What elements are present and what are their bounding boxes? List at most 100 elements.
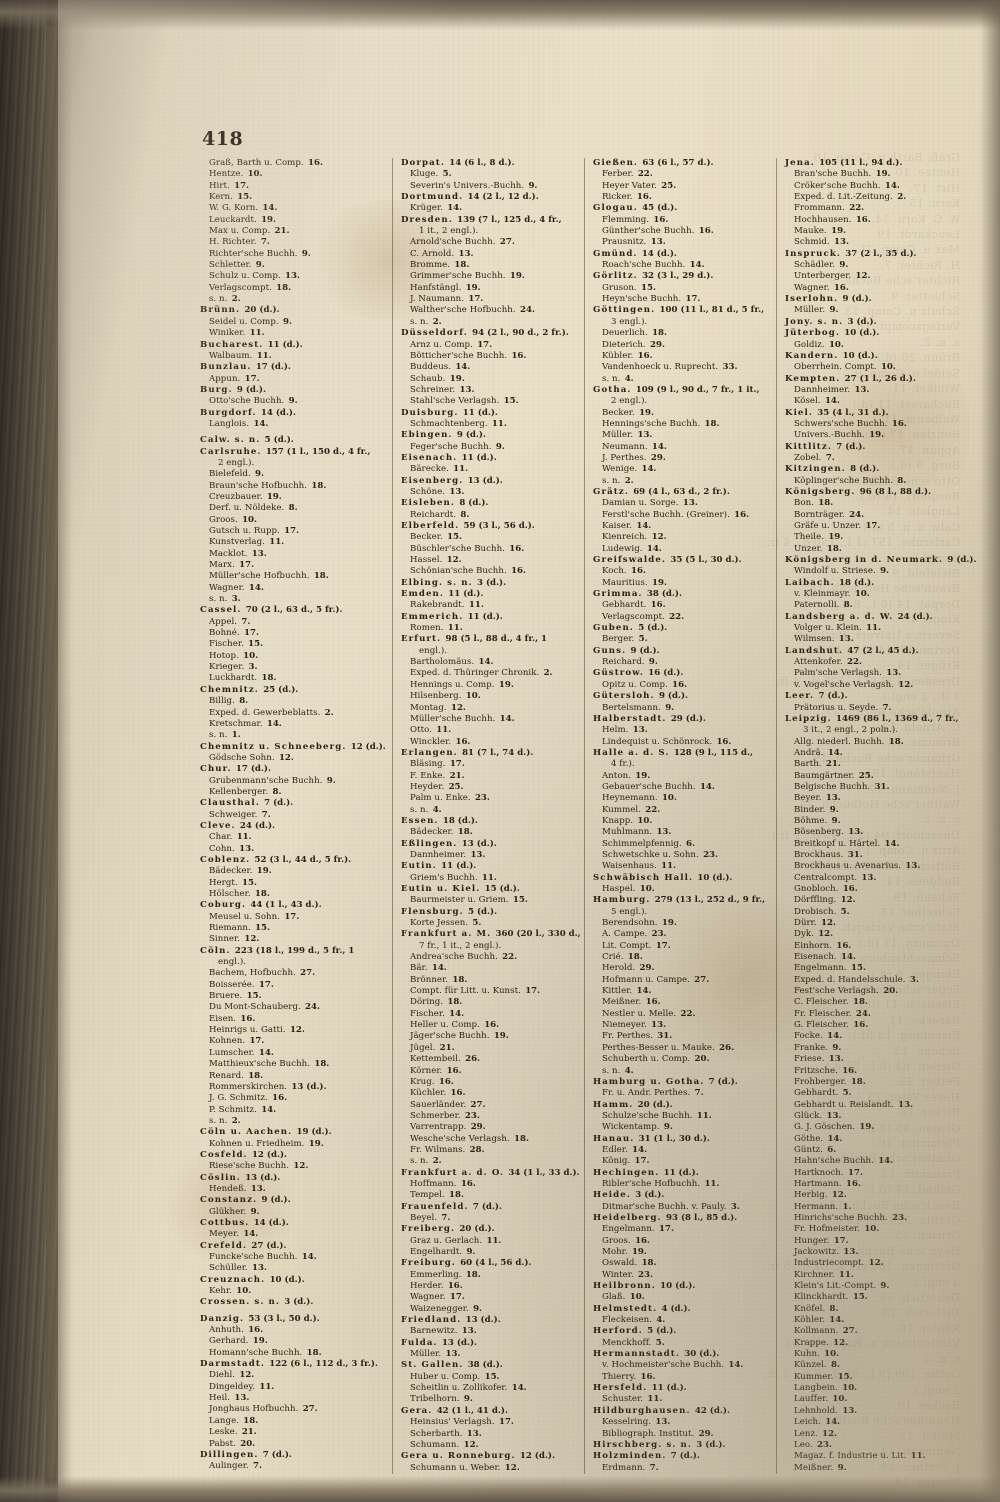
publisher-entry: Winckler. 16. xyxy=(401,737,580,748)
publisher-name: Langbein. xyxy=(794,1383,838,1394)
city-entry: Königsberg in d. Neumark. 9 (d.). xyxy=(785,555,977,566)
entry-count: 7 (d.). xyxy=(666,1451,700,1462)
publisher-entry: Göthe. 14. xyxy=(785,1134,964,1145)
entry-count: 17. xyxy=(843,1167,863,1178)
entry-count: 4. xyxy=(620,373,634,384)
publisher-entry: Winiker. 11. xyxy=(200,328,388,339)
entry-count: 16. xyxy=(667,679,688,690)
city-entry: Iserlohn. 9 (d.). xyxy=(785,294,964,305)
publisher-name: Glaß. xyxy=(602,1292,626,1303)
publisher-name: Glück. xyxy=(794,1110,823,1121)
city-name: Eßlingen. xyxy=(401,838,458,849)
publisher-entry: Bär. 14. xyxy=(401,963,580,974)
publisher-entry: Niemeyer. 13. xyxy=(593,1020,772,1031)
entry-count: 2. xyxy=(320,707,334,718)
publisher-name: Opitz u. Comp. xyxy=(602,679,668,690)
publisher-entry: Schädler. 9. xyxy=(785,260,964,271)
entry-count: 16. xyxy=(649,214,669,225)
city-entry: Görlitz. 32 (3 l., 29 d.). xyxy=(593,271,772,282)
city-entry: Jüterbog. 10 (d.). xyxy=(785,328,964,339)
entry-count: 29. xyxy=(466,1122,486,1133)
city-name: Kiel. xyxy=(785,407,813,418)
publisher-name: Korte Jessen. xyxy=(410,918,469,929)
entry-count: 13. xyxy=(829,237,849,248)
publisher-name: Waizenegger. xyxy=(410,1303,469,1314)
publisher-entry: Haspel. 10. xyxy=(593,884,772,895)
publisher-entry: Gebauer'sche Buchh. 14. xyxy=(593,782,772,793)
publisher-entry: Günther'sche Buchh. 16. xyxy=(593,226,772,237)
publisher-entry: Fritzsche. 16. xyxy=(785,1066,964,1077)
publisher-name: Winter. xyxy=(602,1269,634,1280)
publisher-name: Wagner. xyxy=(410,1292,446,1303)
entry-count: 4. xyxy=(620,1065,634,1076)
entry-count: 5. xyxy=(838,1088,852,1099)
page-number: 418 xyxy=(202,128,244,150)
entry-count: 25. xyxy=(854,770,874,781)
publisher-name: Kretschmar. xyxy=(209,718,263,729)
publisher-name: Beyer. xyxy=(794,793,822,804)
publisher-entry: Krüger. 14. xyxy=(401,203,580,214)
publisher-entry: Varrentrapp. 29. xyxy=(401,1122,580,1133)
publisher-name: Kummel. xyxy=(602,804,641,815)
publisher-name: C. Fleischer. xyxy=(794,997,849,1008)
publisher-entry: Schmerber. 23. xyxy=(401,1111,580,1122)
publisher-name: 7 fr., 1 it., 2 engl.). xyxy=(419,940,502,951)
entry-count: 20. xyxy=(879,986,899,997)
publisher-entry: Schletter. 9. xyxy=(200,260,388,271)
entry-count: 13. xyxy=(850,384,870,395)
entry-count: 7. xyxy=(437,1212,451,1223)
entry-count: 19. xyxy=(647,577,667,588)
city-name: Göttingen. xyxy=(593,305,656,316)
entry-count: 16. xyxy=(848,1020,869,1031)
entry-count: 18. xyxy=(813,498,834,509)
publisher-name: Binder. xyxy=(794,804,826,815)
publisher-entry: Ditmar'sche Buchh. v. Pauly. 3. xyxy=(593,1202,772,1213)
publisher-name: Gebauer'sche Buchh. xyxy=(602,781,696,792)
entry-count: 9. xyxy=(297,248,311,259)
city-entry: Hamburg u. Gotha. 7 (d.). xyxy=(593,1077,772,1088)
publisher-entry: Dingeldey. 11. xyxy=(200,1382,388,1393)
entry-count: 15. xyxy=(480,1371,500,1382)
entry-count: 28. xyxy=(465,1144,485,1155)
publisher-name: Schüller. xyxy=(209,1263,248,1274)
publisher-name: Riemann. xyxy=(209,923,251,934)
entry-count: 14. xyxy=(647,441,667,452)
city-entry: Glogau. 45 (d.). xyxy=(593,203,772,214)
entry-count: 12. xyxy=(816,918,836,929)
publisher-name: Kittler. xyxy=(602,986,633,997)
publisher-name: Oberrhein. Compt. xyxy=(794,362,877,373)
city-name: Crossen. s. n. xyxy=(200,1297,280,1308)
publisher-name: G. J. Göschen. xyxy=(794,1122,856,1133)
publisher-entry: Walther'sche Hofbuchh. 24. xyxy=(401,305,580,316)
entry-count: 17. xyxy=(630,1156,650,1167)
city-entry: Burg. 9 (d.). xyxy=(200,385,388,396)
entry-count: 14 (6 l., 8 d.). xyxy=(444,158,515,168)
city-name: Laibach. xyxy=(785,577,835,588)
publisher-name: v. Hochmeister'sche Buchh. xyxy=(602,1360,725,1371)
city-entry: Helmstedt. 4 (d.). xyxy=(593,1304,772,1315)
publisher-entry: J. Naumann. 17. xyxy=(401,294,580,305)
publisher-entry: Leich. 14. xyxy=(785,1417,964,1428)
directory-columns: Graß, Barth u. Comp. 16. Hentze. 10. Hirt.… xyxy=(200,158,977,1474)
publisher-entry: Grimmer'sche Buchh. 19. xyxy=(401,271,580,282)
publisher-name: Büschler'sche Buchh. xyxy=(410,543,505,554)
publisher-name: Künzel. xyxy=(794,1360,827,1371)
publisher-entry: Gnobloch. 16. xyxy=(785,884,964,895)
entry-count: 7. xyxy=(690,1088,704,1099)
city-entry: Inspruck. 37 (2 l., 35 d.). xyxy=(785,249,964,260)
publisher-entry: Bädecker. 19. xyxy=(200,866,388,877)
publisher-name: Hilsenberg. xyxy=(410,691,462,702)
city-entry: Erfurt. 98 (5 l., 88 d., 4 fr., 1 xyxy=(401,634,580,645)
entry-count: 18. xyxy=(647,328,668,339)
publisher-name: Compt. für Litt. u. Kunst. xyxy=(410,986,521,997)
publisher-name: Frohberger. xyxy=(794,1076,847,1087)
publisher-entry: P. Schmitz. 14. xyxy=(200,1105,388,1116)
publisher-name: Heller u. Comp. xyxy=(410,1020,480,1031)
publisher-name: Renard. xyxy=(209,1070,244,1081)
entry-count: 5. xyxy=(634,634,648,645)
publisher-name: Montag. xyxy=(410,702,447,713)
publisher-name: Göthe. xyxy=(794,1133,824,1144)
publisher-entry: Exped. d. Lit.-Zeitung. 2. xyxy=(785,192,964,203)
entry-count: 11. xyxy=(464,600,484,611)
city-name: Hersfeld. xyxy=(593,1383,648,1394)
